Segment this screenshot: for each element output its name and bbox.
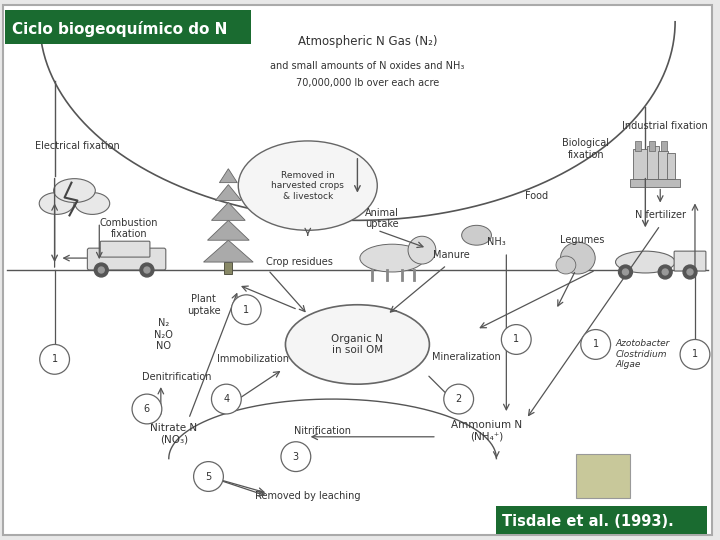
Ellipse shape <box>560 242 595 274</box>
Text: Industrial fixation: Industrial fixation <box>622 121 708 131</box>
Circle shape <box>623 269 629 275</box>
Text: Nitrate N
(NO₃): Nitrate N (NO₃) <box>150 423 197 444</box>
Circle shape <box>618 265 632 279</box>
FancyBboxPatch shape <box>100 241 150 257</box>
Text: 1: 1 <box>593 340 599 349</box>
Bar <box>5 10 251 44</box>
Circle shape <box>94 263 108 277</box>
Text: NH₃: NH₃ <box>487 237 505 247</box>
Text: 1: 1 <box>513 334 519 345</box>
Bar <box>649 141 655 151</box>
Text: N₂
N₂O
NO: N₂ N₂O NO <box>154 318 174 351</box>
Text: Plant
uptake: Plant uptake <box>186 294 220 315</box>
Bar <box>576 454 631 498</box>
Polygon shape <box>207 220 249 240</box>
Bar <box>631 179 680 187</box>
Circle shape <box>144 267 150 273</box>
Ellipse shape <box>360 244 424 272</box>
Circle shape <box>140 263 154 277</box>
Text: 70,000,000 lb over each acre: 70,000,000 lb over each acre <box>296 78 439 89</box>
Circle shape <box>132 394 162 424</box>
Circle shape <box>501 325 531 354</box>
Text: Tisdale et al. (1993).: Tisdale et al. (1993). <box>503 514 674 529</box>
Text: 1: 1 <box>692 349 698 360</box>
Text: Ammonium N
(NH₄⁺): Ammonium N (NH₄⁺) <box>451 420 522 442</box>
Polygon shape <box>220 168 238 183</box>
Ellipse shape <box>238 141 377 230</box>
Circle shape <box>444 384 474 414</box>
Ellipse shape <box>285 305 429 384</box>
Text: Removed in
harvested crops
& livestock: Removed in harvested crops & livestock <box>271 171 344 200</box>
FancyBboxPatch shape <box>674 251 706 271</box>
Ellipse shape <box>39 193 74 214</box>
Text: Azotobacter
Clostridium
Algae: Azotobacter Clostridium Algae <box>616 340 670 369</box>
Text: N fertilizer: N fertilizer <box>635 211 685 220</box>
Bar <box>667 153 675 179</box>
Text: 5: 5 <box>205 471 212 482</box>
Circle shape <box>212 384 241 414</box>
Text: Removed by leaching: Removed by leaching <box>255 491 361 501</box>
Text: Biological
fixation: Biological fixation <box>562 138 609 160</box>
Circle shape <box>581 329 611 359</box>
Text: Ciclo biogeoquímico do N: Ciclo biogeoquímico do N <box>12 21 228 37</box>
FancyBboxPatch shape <box>87 248 166 270</box>
Circle shape <box>99 267 104 273</box>
Text: Legumes: Legumes <box>559 235 604 245</box>
Text: Atmospheric N Gas (N₂): Atmospheric N Gas (N₂) <box>297 35 437 48</box>
Text: Organic N
in soil OM: Organic N in soil OM <box>331 334 383 355</box>
Circle shape <box>687 269 693 275</box>
Bar <box>661 141 667 151</box>
Text: 1: 1 <box>243 305 249 315</box>
Bar <box>658 151 668 179</box>
Bar <box>647 146 660 179</box>
Circle shape <box>662 269 668 275</box>
Polygon shape <box>212 202 246 220</box>
Text: Animal
uptake: Animal uptake <box>365 207 399 229</box>
Text: Combustion
fixation: Combustion fixation <box>100 218 158 239</box>
Text: Nitrification: Nitrification <box>294 426 351 436</box>
Text: 1: 1 <box>52 354 58 364</box>
Text: Immobilization: Immobilization <box>217 354 289 364</box>
Text: Denitrification: Denitrification <box>142 372 212 382</box>
Text: and small amounts of N oxides and NH₃: and small amounts of N oxides and NH₃ <box>270 62 464 71</box>
Circle shape <box>658 265 672 279</box>
Text: Mineralization: Mineralization <box>432 353 501 362</box>
Circle shape <box>231 295 261 325</box>
Polygon shape <box>204 240 253 262</box>
Ellipse shape <box>53 179 95 202</box>
Circle shape <box>680 340 710 369</box>
Circle shape <box>408 236 436 264</box>
Circle shape <box>40 345 70 374</box>
Text: 2: 2 <box>456 394 462 404</box>
Polygon shape <box>215 185 241 200</box>
Ellipse shape <box>75 193 109 214</box>
Text: Food: Food <box>525 191 548 200</box>
Text: 4: 4 <box>223 394 230 404</box>
Ellipse shape <box>462 225 492 245</box>
Circle shape <box>194 462 223 491</box>
Circle shape <box>683 265 697 279</box>
Circle shape <box>281 442 311 471</box>
Bar <box>225 262 233 274</box>
Bar <box>634 149 648 179</box>
Text: 6: 6 <box>144 404 150 414</box>
Text: 3: 3 <box>293 451 299 462</box>
Bar <box>636 141 642 151</box>
Bar <box>496 507 707 534</box>
Ellipse shape <box>556 256 576 274</box>
Text: Manure: Manure <box>433 250 470 260</box>
Text: Electrical fixation: Electrical fixation <box>35 141 120 151</box>
Text: Crop residues: Crop residues <box>266 257 333 267</box>
Ellipse shape <box>616 251 675 273</box>
